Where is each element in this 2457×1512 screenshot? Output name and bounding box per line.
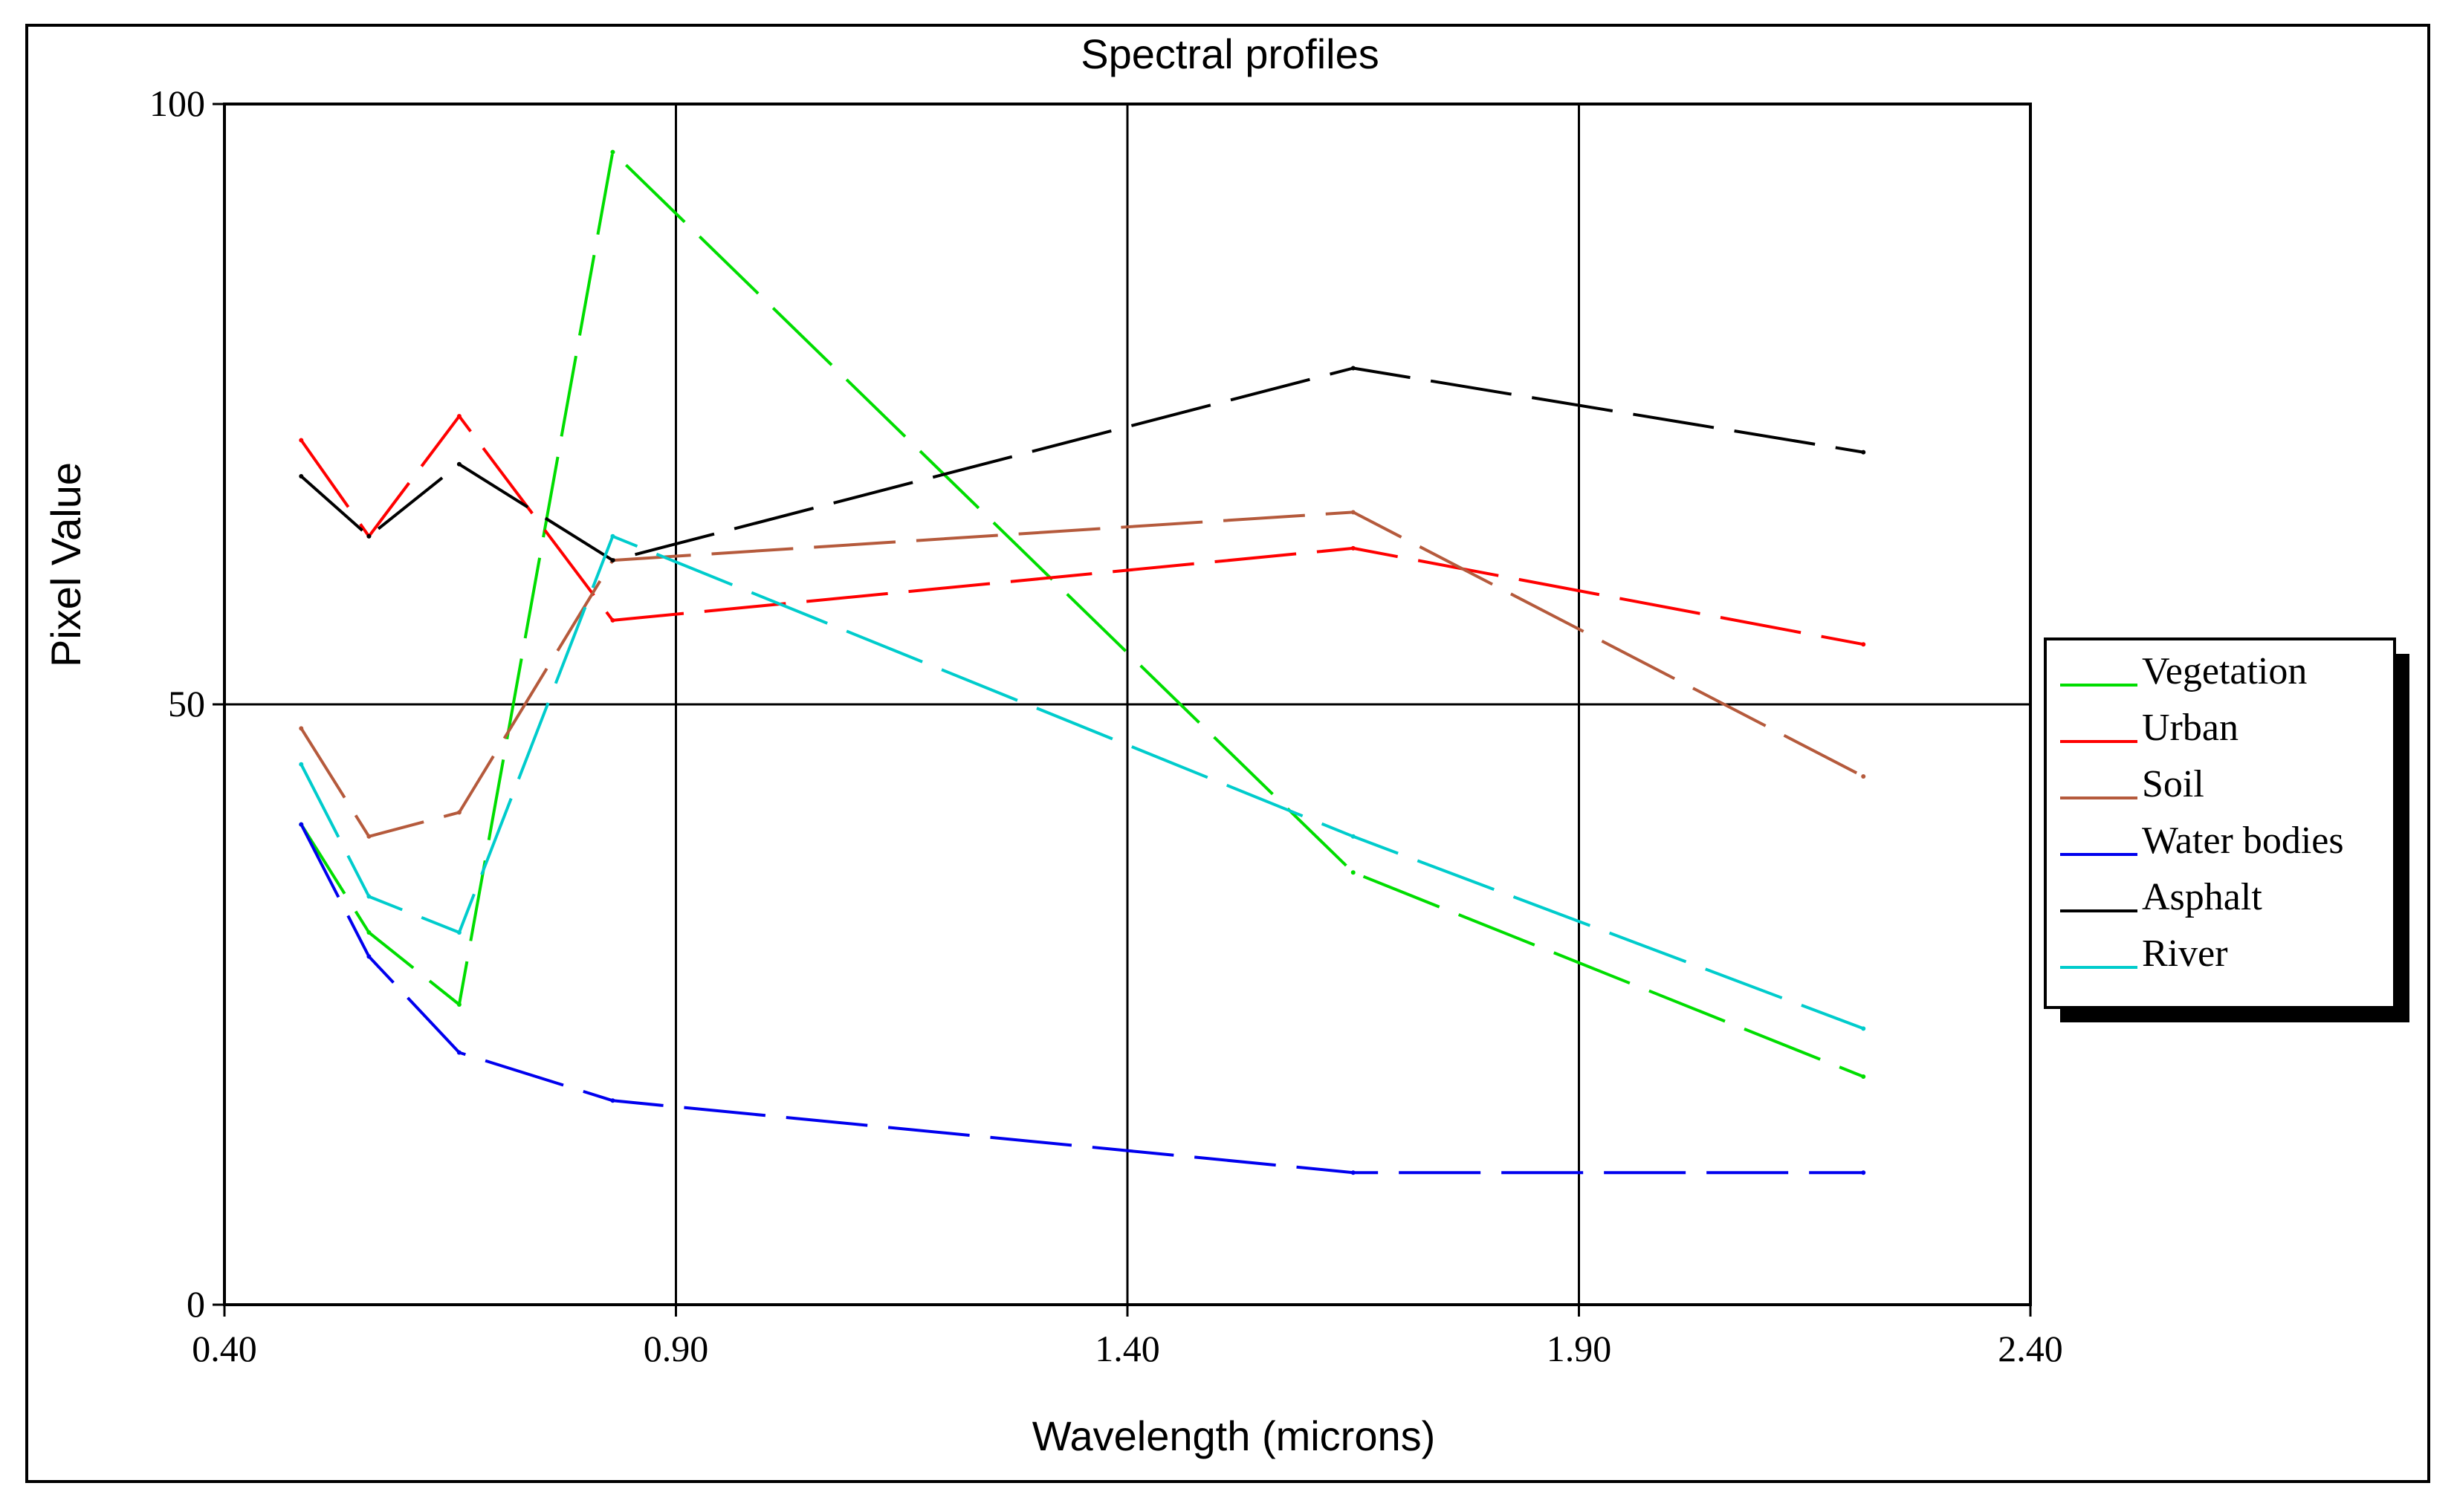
data-point — [456, 810, 462, 815]
data-point — [299, 726, 304, 731]
data-point — [1350, 834, 1356, 839]
data-point — [1350, 545, 1356, 551]
legend-label: Vegetation — [2142, 650, 2307, 692]
data-point — [610, 617, 615, 623]
data-point — [366, 930, 372, 935]
data-point — [456, 1002, 462, 1007]
data-point — [366, 834, 372, 839]
axis-ticks: 0.40 0.90 1.40 1.90 2.40 0 50 100 — [149, 82, 2063, 1369]
data-point — [456, 461, 462, 467]
data-point — [299, 762, 304, 767]
y-tick-label: 0 — [187, 1283, 205, 1325]
series-lines — [299, 149, 1866, 1175]
y-tick-label: 100 — [149, 82, 205, 124]
data-point — [1350, 366, 1356, 371]
chart-title: Spectral profiles — [1081, 30, 1379, 77]
data-point — [1861, 773, 1866, 779]
data-point — [456, 930, 462, 935]
y-tick-label: 50 — [168, 683, 205, 724]
data-point — [1350, 1170, 1356, 1175]
data-point — [1861, 1170, 1866, 1175]
series-line-urban — [300, 415, 1864, 646]
data-point — [1861, 1074, 1866, 1079]
y-axis-label: Pixel Value — [42, 462, 89, 667]
data-point — [366, 533, 372, 539]
legend: Vegetation Urban Soil Water bodies Asphalt Ri… — [2044, 637, 2409, 1022]
data-point — [456, 414, 462, 419]
series-line-vegetation — [300, 150, 1864, 1078]
data-point — [299, 822, 304, 827]
x-tick-label: 1.40 — [1095, 1328, 1160, 1369]
data-point — [610, 533, 615, 539]
x-tick-label: 0.40 — [192, 1328, 257, 1369]
data-point — [366, 894, 372, 899]
data-point — [610, 1098, 615, 1103]
series-line-soil — [300, 510, 1865, 838]
data-point — [456, 1050, 462, 1055]
x-tick-label: 2.40 — [1998, 1328, 2063, 1369]
x-tick-label: 1.90 — [1547, 1328, 1612, 1369]
legend-label: River — [2142, 932, 2228, 975]
legend-label: Urban — [2142, 707, 2239, 749]
x-tick-label: 0.90 — [644, 1328, 709, 1369]
data-point — [299, 473, 304, 478]
legend-label: Water bodies — [2142, 820, 2344, 862]
series-line-river — [300, 534, 1864, 1031]
data-point — [610, 558, 615, 563]
legend-label: Soil — [2142, 763, 2204, 805]
data-point — [1861, 642, 1866, 647]
legend-label: Asphalt — [2142, 876, 2262, 918]
data-point — [366, 954, 372, 959]
series-line-water-bodies — [300, 823, 1864, 1175]
data-point — [1350, 870, 1356, 875]
series-line-asphalt — [300, 366, 1864, 562]
legend-box — [2044, 637, 2396, 1009]
data-point — [1350, 510, 1356, 515]
x-axis-label: Wavelength (microns) — [1032, 1412, 1436, 1459]
data-point — [1861, 1026, 1866, 1031]
data-point — [610, 149, 615, 155]
data-point — [299, 438, 304, 443]
data-point — [1861, 450, 1866, 455]
